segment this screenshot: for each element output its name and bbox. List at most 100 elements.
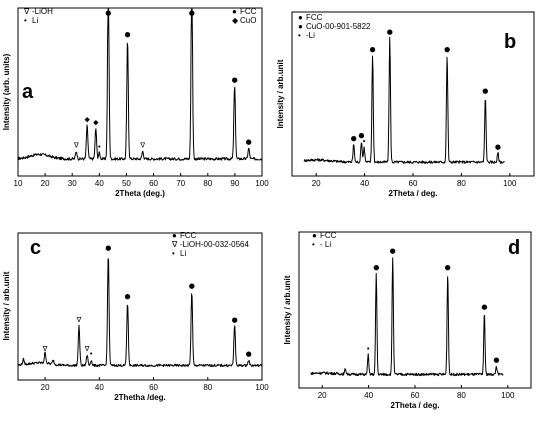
- x-tick-label: 40: [360, 179, 369, 188]
- peak-marker: ●: [232, 316, 238, 324]
- legend-left-symbol: ∇: [171, 240, 178, 249]
- x-tick-label: 20: [312, 179, 321, 188]
- x-tick-label: 70: [176, 179, 185, 188]
- legend-right-symbol: ●: [232, 7, 237, 16]
- x-tick-label: 80: [457, 391, 466, 400]
- peak-marker: ●: [387, 28, 393, 36]
- x-tick-label: 60: [409, 179, 418, 188]
- y-axis-label: Intensity / arb.unit: [276, 59, 285, 128]
- legend-left-label: -LiOH: [32, 7, 53, 16]
- peak-marker: ●: [124, 30, 130, 38]
- panel-a: 10 20 30 40 50 60 70 80 90 100 2Theta (deg.) Intens…: [2, 7, 269, 198]
- peak-marker: ●: [373, 264, 379, 272]
- peak-marker: ●: [105, 9, 111, 17]
- x-tick-label: 80: [457, 179, 466, 188]
- x-axis-label: 2Theta (deg.): [115, 189, 165, 198]
- peak-marker: ●: [189, 282, 195, 290]
- panel-letter: b: [504, 31, 516, 53]
- x-tick-label: 100: [255, 383, 269, 392]
- legend-right-label: FCC: [240, 7, 257, 16]
- peak-marker: ●: [495, 143, 501, 151]
- legend-left-label: FCC: [180, 231, 197, 240]
- x-axis-label: 2Theta / deg.: [391, 401, 440, 410]
- x-tick-label: 100: [503, 179, 517, 188]
- legend-right-label: CuO: [240, 16, 256, 25]
- x-tick-label: 60: [149, 179, 158, 188]
- peak-marker: ●: [246, 138, 252, 146]
- x-tick-label: 100: [255, 179, 269, 188]
- panel-d: 20 40 60 80 100 2Theta / deg. Intensity / arb.…: [283, 231, 532, 410]
- peak-marker: ●: [493, 356, 499, 364]
- x-tick-label: 10: [14, 179, 23, 188]
- x-tick-label: 30: [68, 179, 77, 188]
- legend-left-label: -LiOH-00-032-0564: [180, 240, 249, 249]
- legend-left-label: FCC: [306, 13, 323, 22]
- legend-left-symbol: •: [172, 249, 175, 258]
- x-axis-label: 2Thetha /deg.: [114, 393, 166, 402]
- x-tick-label: 40: [364, 391, 373, 400]
- xrd-pattern-line: [17, 258, 263, 368]
- legend-left-label: Li: [180, 249, 186, 258]
- peak-marker: •: [97, 143, 101, 151]
- x-tick-label: 20: [41, 383, 50, 392]
- x-tick-label: 60: [411, 391, 420, 400]
- x-tick-label: 90: [230, 179, 239, 188]
- plot-frame: [17, 7, 263, 177]
- peak-marker: ∇: [42, 345, 48, 353]
- peak-marker: ●: [124, 293, 130, 301]
- legend-left-label: CuO-00-901-5822: [306, 22, 371, 31]
- panel-b: 20 40 60 80 100 2Theta / deg. Intensity / arb.…: [276, 11, 535, 198]
- x-tick-label: 50: [122, 179, 131, 188]
- legend-left-symbol: ●: [312, 231, 317, 240]
- peak-marker: •: [89, 350, 93, 358]
- peak-marker: ●: [189, 9, 195, 17]
- peak-marker: ∇: [139, 141, 145, 149]
- peak-marker: ◆: [93, 118, 99, 126]
- legend-left-symbol: ●: [298, 13, 303, 22]
- peak-marker: ●: [390, 247, 396, 255]
- peak-marker: ∇: [84, 345, 90, 353]
- legend-left-symbol: •: [24, 16, 27, 25]
- x-tick-label: 60: [149, 383, 158, 392]
- panel-c: 20 40 60 80 100 2Thetha /deg. Intensity / arb.…: [2, 231, 269, 402]
- x-tick-label: 20: [318, 391, 327, 400]
- peak-marker: •: [366, 345, 370, 353]
- x-tick-label: 20: [41, 179, 50, 188]
- legend-right-symbol: ◆: [232, 16, 239, 25]
- peak-marker: ●: [445, 264, 451, 272]
- peak-marker: ∇: [73, 141, 79, 149]
- x-tick-label: 100: [501, 391, 515, 400]
- x-axis-label: 2Theta / deg.: [389, 189, 438, 198]
- plot-frame: [17, 232, 263, 381]
- plot-frame: [291, 11, 535, 177]
- panel-letter: a: [22, 81, 34, 103]
- peak-marker: ◆: [84, 115, 90, 123]
- peak-marker: ●: [482, 87, 488, 95]
- legend-left-symbol: •: [312, 240, 315, 249]
- y-axis-label: Intensity / arb.unit: [2, 271, 11, 340]
- x-tick-label: 40: [95, 179, 104, 188]
- peak-marker: ●: [358, 131, 364, 139]
- peak-marker: ●: [351, 134, 357, 142]
- legend-left-symbol: ∇: [23, 7, 30, 16]
- legend-left-label: FCC: [320, 231, 337, 240]
- panel-letter: d: [508, 237, 520, 259]
- legend-left-label: - Li: [320, 240, 331, 249]
- legend-left-symbol: ●: [172, 231, 177, 240]
- legend-left-symbol: ●: [298, 22, 303, 31]
- peak-marker: ●: [232, 76, 238, 84]
- peak-marker: ∇: [76, 316, 82, 324]
- x-tick-label: 80: [203, 179, 212, 188]
- peak-marker: ●: [444, 46, 450, 54]
- peak-marker: ●: [246, 350, 252, 358]
- xrd-pattern-line: [310, 257, 504, 377]
- plot-frame: [298, 231, 532, 389]
- legend-left-symbol: •: [298, 31, 301, 40]
- xrd-pattern-line: [303, 36, 505, 164]
- peak-marker: ●: [481, 303, 487, 311]
- xrd-pattern-line: [17, 8, 263, 161]
- panel-letter: c: [30, 237, 41, 259]
- legend-left-label: Li: [32, 16, 38, 25]
- legend-left-label: -Li: [306, 31, 315, 40]
